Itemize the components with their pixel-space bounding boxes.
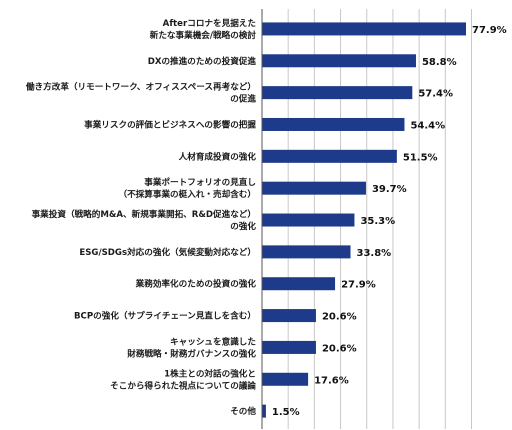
category-label-line: の促進 — [230, 93, 256, 105]
category-label-line: 事業リスクの評価とビジネスへの影響の把握 — [84, 118, 256, 130]
category-labels: Afterコロナを見据えた新たな事業機会/戦略の検討 DXの推進のための投資促進働… — [25, 17, 256, 417]
category-label-line: その他 — [230, 405, 256, 417]
category-label: 人材育成投資の強化 — [179, 150, 257, 162]
category-label: DXの推進のための投資促進 — [148, 55, 257, 67]
value-label: 51.5% — [403, 152, 438, 163]
category-label: その他 — [230, 405, 256, 417]
bar — [262, 340, 316, 354]
bar — [262, 309, 316, 323]
value-label: 58.8% — [422, 57, 457, 68]
bar — [262, 404, 266, 418]
category-label-line: そこから得られた視点についての議論 — [110, 379, 256, 391]
category-label-line: 事業ポートフォリオの見直し — [144, 176, 256, 188]
category-label: 事業ポートフォリオの見直し（不採算事業の梃入れ・売却含む） — [118, 176, 256, 200]
bar — [262, 117, 405, 131]
bar — [262, 86, 413, 100]
category-label-line: DXの推進のための投資促進 — [148, 55, 257, 67]
bar — [262, 245, 351, 259]
category-label-line: キャッシュを意識した — [170, 335, 256, 347]
category-label: キャッシュを意識した財務戦略・財務ガバナンスの強化 — [126, 335, 256, 359]
value-label: 20.6% — [322, 343, 357, 354]
category-label: 事業投資（戦略的M&A、新規事業開拓、R&D促進など）の強化 — [32, 208, 257, 232]
value-label: 39.7% — [372, 184, 407, 195]
value-label: 35.3% — [360, 216, 395, 227]
category-label: ESG/SDGs対応の強化（気候変動対応など） — [79, 246, 256, 258]
category-label: Afterコロナを見据えた新たな事業機会/戦略の検討 — [150, 17, 257, 41]
category-label-line: 業務効率化のための投資の強化 — [135, 278, 257, 290]
category-label-line: 人材育成投資の強化 — [179, 150, 257, 162]
bars — [262, 22, 466, 418]
value-label: 33.8% — [357, 248, 392, 259]
bar — [262, 22, 466, 36]
category-label: 1株主との対話の強化とそこから得られた視点についての議論 — [110, 367, 256, 391]
category-label-line: 事業投資（戦略的M&A、新規事業開拓、R&D促進など） — [32, 208, 256, 220]
value-label: 57.4% — [418, 89, 453, 100]
bar — [262, 149, 397, 163]
bar — [262, 54, 416, 68]
category-label: 業務効率化のための投資の強化 — [135, 278, 257, 290]
category-label-line: 新たな事業機会/戦略の検討 — [150, 29, 257, 41]
category-label-line: （不採算事業の梃入れ・売却含む） — [118, 188, 256, 200]
category-label-line: ESG/SDGs対応の強化（気候変動対応など） — [79, 246, 256, 258]
value-label: 77.9% — [472, 25, 507, 36]
value-label: 54.4% — [410, 120, 445, 131]
bar — [262, 213, 355, 227]
value-label: 20.6% — [322, 312, 357, 323]
category-label-line: の強化 — [230, 220, 256, 232]
category-label: 事業リスクの評価とビジネスへの影響の把握 — [84, 118, 256, 130]
value-labels: 77.9% 58.8% 57.4% 54.4% 51.5% 39.7% 35.3% 33.8%… — [272, 25, 507, 418]
bar — [262, 277, 336, 291]
bar — [262, 372, 309, 386]
category-label: 働き方改革（リモートワーク、オフィススペース再考など）の促進 — [25, 81, 256, 105]
category-label: BCPの強化（サプライチェーン見直しを含む） — [74, 310, 256, 322]
value-label: 1.5% — [272, 407, 300, 418]
category-label-line: 1株主との対話の強化と — [164, 367, 256, 379]
category-label-line: 働き方改革（リモートワーク、オフィススペース再考など） — [25, 81, 256, 93]
category-label-line: 財務戦略・財務ガバナンスの強化 — [126, 347, 256, 359]
category-label-line: BCPの強化（サプライチェーン見直しを含む） — [74, 310, 256, 322]
category-label-line: Afterコロナを見据えた — [163, 17, 256, 29]
value-label: 27.9% — [341, 280, 376, 291]
bar — [262, 181, 366, 195]
value-label: 17.6% — [314, 375, 349, 386]
